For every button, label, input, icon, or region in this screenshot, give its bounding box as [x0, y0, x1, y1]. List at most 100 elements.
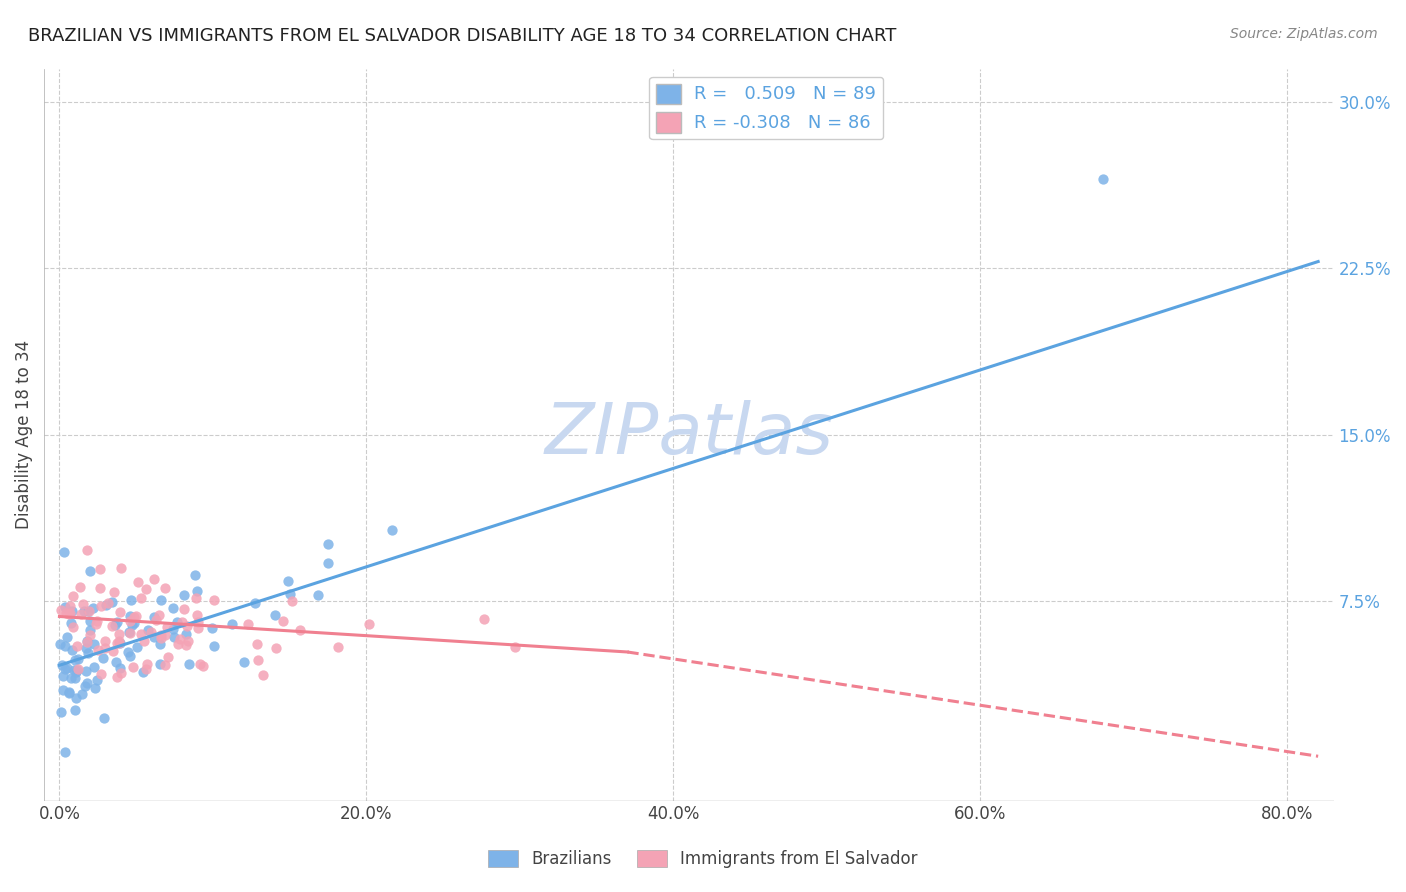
Point: [281, 594, 304, 608]
Point: [172, 615, 194, 629]
Point: [135, 657, 157, 671]
Point: [381, 523, 404, 537]
Point: [105, 670, 128, 684]
Point: [124, 610, 146, 624]
Point: [55, 606, 77, 620]
Point: [316, 557, 339, 571]
Text: ZIPatlas: ZIPatlas: [544, 401, 834, 469]
Y-axis label: Disability Age 18 to 34: Disability Age 18 to 34: [15, 340, 32, 529]
Point: [174, 627, 197, 641]
Point: [129, 627, 152, 641]
Point: [156, 650, 179, 665]
Point: [63, 653, 86, 667]
Point: [76, 634, 98, 648]
Point: [63, 703, 86, 717]
Point: [107, 634, 129, 648]
Point: [307, 589, 329, 603]
Point: [142, 610, 165, 624]
Point: [65, 663, 87, 677]
Point: [66, 652, 89, 666]
Point: [108, 605, 131, 619]
Point: [65, 691, 87, 706]
Point: [62, 643, 84, 657]
Point: [56, 661, 79, 675]
Point: [166, 615, 188, 629]
Point: [271, 614, 294, 628]
Point: [76, 635, 98, 649]
Point: [120, 614, 142, 628]
Point: [67, 661, 90, 675]
Point: [127, 640, 149, 655]
Point: [149, 637, 172, 651]
Point: [72, 597, 94, 611]
Point: [139, 625, 162, 640]
Point: [186, 607, 208, 622]
Point: [75, 664, 97, 678]
Point: [72, 687, 94, 701]
Point: [173, 588, 195, 602]
Point: [73, 604, 96, 618]
Point: [93, 634, 115, 648]
Point: [51, 603, 73, 617]
Point: [252, 668, 274, 682]
Point: [201, 621, 224, 635]
Point: [62, 664, 84, 678]
Point: [277, 574, 299, 588]
Point: [232, 655, 254, 669]
Point: [79, 627, 101, 641]
Point: [236, 617, 259, 632]
Point: [87, 643, 110, 657]
Point: [101, 644, 124, 658]
Point: [90, 666, 112, 681]
Point: [135, 582, 157, 597]
Point: [84, 681, 107, 696]
Point: [118, 648, 141, 663]
Point: [66, 639, 89, 653]
Point: [118, 624, 141, 639]
Point: [86, 615, 108, 629]
Point: [96, 598, 118, 612]
Point: [101, 619, 124, 633]
Point: [77, 646, 100, 660]
Point: [89, 581, 111, 595]
Point: [108, 627, 131, 641]
Point: [103, 585, 125, 599]
Point: [150, 628, 173, 642]
Point: [49, 705, 72, 719]
Point: [121, 660, 143, 674]
Point: [58, 686, 80, 700]
Point: [132, 633, 155, 648]
Point: [53, 639, 76, 653]
Point: [155, 627, 177, 641]
Point: [101, 595, 124, 609]
Point: [125, 609, 148, 624]
Point: [145, 613, 167, 627]
Point: [110, 561, 132, 575]
Point: [193, 659, 215, 673]
Point: [52, 682, 75, 697]
Point: [167, 637, 190, 651]
Point: [104, 618, 127, 632]
Point: [53, 544, 76, 558]
Point: [70, 607, 93, 621]
Point: [143, 630, 166, 644]
Point: [246, 653, 269, 667]
Point: [51, 658, 73, 673]
Point: [187, 621, 209, 635]
Point: [264, 640, 287, 655]
Point: [59, 615, 82, 630]
Point: [84, 616, 107, 631]
Point: [280, 587, 302, 601]
Point: [105, 615, 128, 630]
Point: [186, 584, 208, 599]
Point: [288, 623, 311, 637]
Point: [90, 599, 112, 614]
Point: [118, 609, 141, 624]
Point: [143, 572, 166, 586]
Point: [55, 631, 77, 645]
Point: [108, 636, 131, 650]
Point: [59, 606, 82, 620]
Point: [83, 660, 105, 674]
Point: [79, 614, 101, 628]
Point: [162, 622, 184, 636]
